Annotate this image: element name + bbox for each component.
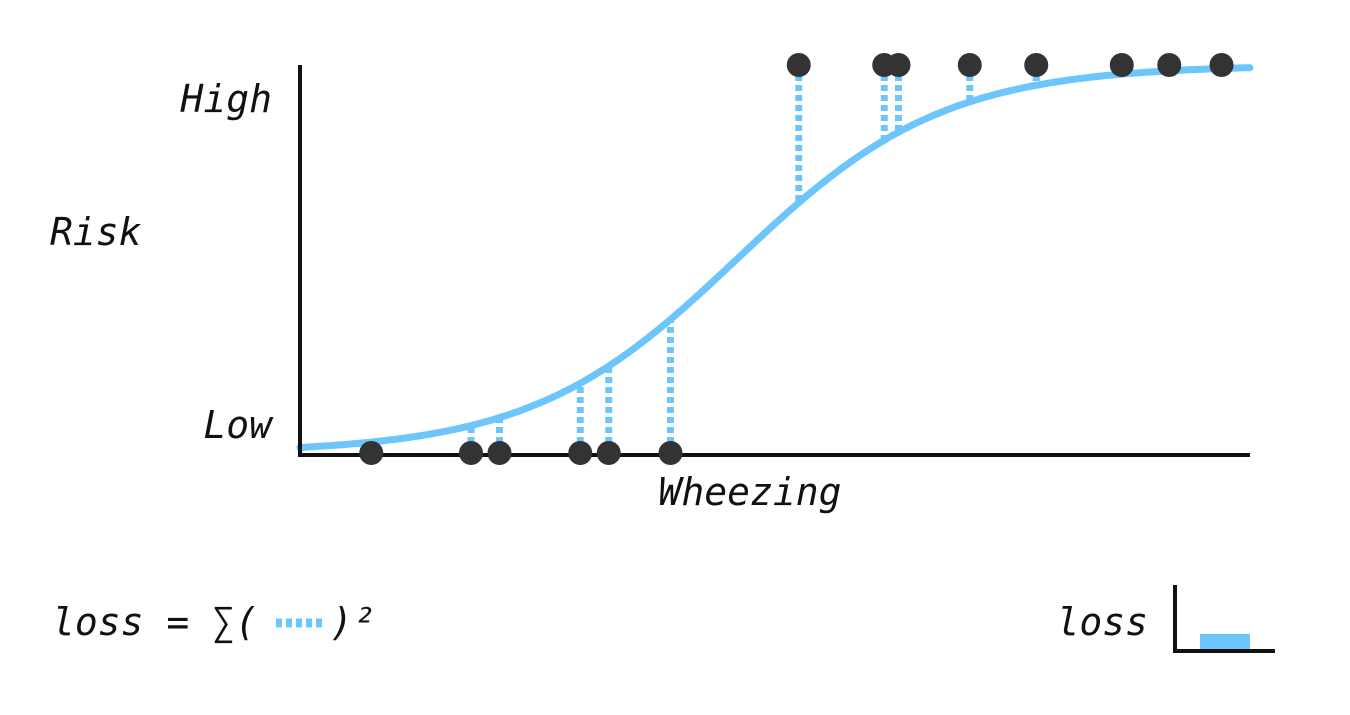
- data-point: [786, 53, 811, 77]
- residual-lines: [367, 65, 1126, 453]
- y-tick-low: Low: [203, 403, 274, 447]
- x-axis-label: Wheezing: [658, 470, 841, 514]
- data-point: [1157, 53, 1182, 77]
- data-point: [359, 441, 384, 465]
- data-point: [886, 53, 911, 77]
- loss-meter-axes: [1173, 585, 1275, 653]
- y-tick-high: High: [179, 77, 272, 121]
- loss-label: loss: [1056, 600, 1148, 644]
- data-point: [658, 441, 683, 465]
- y-axis-label: Risk: [50, 210, 142, 254]
- data-point: [1209, 53, 1234, 77]
- data-point: [957, 53, 982, 77]
- data-point: [487, 441, 512, 465]
- data-points: [359, 53, 1234, 465]
- data-point: [596, 441, 621, 465]
- formula-prefix: loss = ∑(: [52, 600, 258, 644]
- loss-bar: [1200, 634, 1250, 649]
- data-point: [459, 441, 483, 465]
- formula-suffix: )²: [330, 600, 376, 644]
- data-point: [568, 441, 593, 465]
- data-point: [1109, 53, 1134, 77]
- sigmoid-curve: [296, 64, 1254, 451]
- data-point: [1024, 53, 1049, 77]
